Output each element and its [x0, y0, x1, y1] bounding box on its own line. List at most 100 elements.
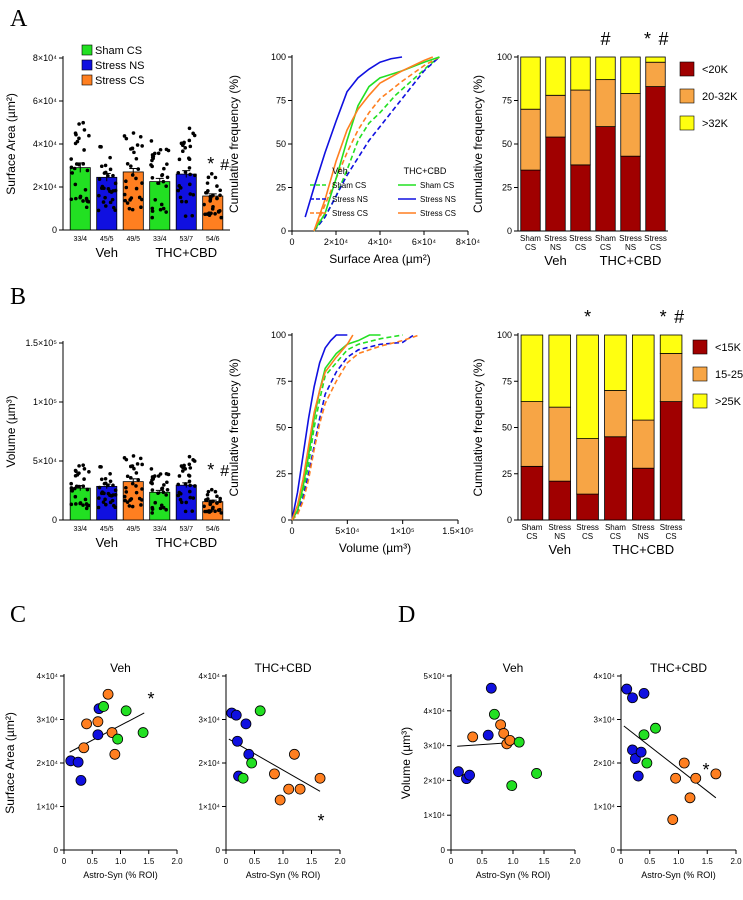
- A2-y-tick-label: 50: [276, 139, 286, 149]
- B3-stack-segment: [548, 406, 572, 482]
- B1-dot: [156, 491, 160, 495]
- A2-series-line: [313, 56, 434, 232]
- D1-point: [464, 769, 476, 781]
- D2-point: [667, 814, 679, 825]
- A1-dot: [132, 150, 136, 155]
- D2-point: [635, 746, 647, 758]
- A1-dot: [150, 215, 155, 220]
- B2-series-line: [291, 334, 420, 521]
- D2-point: [684, 792, 696, 804]
- A1-dot: [108, 200, 113, 205]
- D1-x-tick-label: 0.5: [476, 857, 488, 866]
- B2-y-tick-label: 75: [276, 376, 286, 386]
- A3-sig-mark: *: [644, 29, 651, 49]
- B2-y-tick-label: 0: [281, 515, 286, 525]
- B1-dot: [218, 499, 222, 504]
- B1-dot: [135, 462, 140, 466]
- A2-y-tick-label: 0: [281, 226, 286, 236]
- A1-bar: [149, 181, 171, 231]
- B1-dot: [124, 490, 129, 494]
- A2-series-line: [313, 56, 440, 232]
- B1-dot: [206, 489, 211, 494]
- A2-x-tick-label: 6×10⁴: [412, 237, 436, 247]
- B1-dot: [177, 474, 182, 478]
- A3-cat-label: NS: [625, 243, 636, 252]
- D1-point: [453, 766, 464, 778]
- A3-stack-segment: [570, 164, 591, 232]
- C2-point: [269, 768, 280, 780]
- A3-stack-segment: [520, 56, 541, 110]
- D2-point: [621, 683, 633, 695]
- A1-dot: [128, 147, 133, 151]
- C2-x-tick-label: 0: [224, 857, 229, 866]
- B1-dot: [108, 472, 112, 476]
- A1-dot: [162, 166, 166, 171]
- B3-stack-segment: [604, 334, 627, 391]
- B1-dot: [215, 494, 219, 499]
- A3-stack-segment: [570, 89, 591, 166]
- A1-dot: [156, 151, 161, 156]
- A3-legend-swatch: [679, 61, 695, 77]
- A2-x-tick-label: 8×10⁴: [456, 237, 480, 247]
- A1-y-tick-label: 8×10⁴: [33, 53, 57, 63]
- B1-dot: [122, 494, 127, 499]
- C1-point: [92, 716, 104, 728]
- A2-legend-title: Veh: [332, 166, 348, 176]
- A1-dot: [134, 156, 139, 161]
- B1-dot: [130, 504, 135, 509]
- A1-dot: [140, 181, 144, 185]
- C1-x-tick-label: 0.5: [87, 857, 99, 866]
- B1-dot: [152, 474, 157, 478]
- B1-dot: [188, 483, 192, 488]
- A1-dot: [184, 199, 189, 204]
- B1-n-label: 45/5: [100, 526, 114, 533]
- D2-sig-star: *: [702, 760, 709, 780]
- A1-dot: [130, 173, 135, 177]
- C1-title: Veh: [110, 661, 131, 675]
- B1-dot: [219, 511, 224, 515]
- D1-y-tick-label: 4×10⁴: [424, 707, 446, 716]
- panel-label-c: C: [10, 602, 26, 628]
- A3-y-tick-label: 25: [502, 183, 512, 193]
- B2-x-tick-label: 1×10⁵: [391, 526, 415, 536]
- A3-cat-label: NS: [550, 243, 561, 252]
- A1-dot: [202, 202, 206, 207]
- A1-dot: [161, 179, 166, 184]
- B1-dot: [113, 488, 118, 492]
- D1-point: [531, 768, 542, 779]
- A1-dot: [129, 164, 133, 168]
- A1-dot: [85, 199, 90, 204]
- A1-sig-hash: #: [220, 157, 229, 174]
- B1-dot: [165, 487, 170, 492]
- C2-y-tick-label: 1×10⁴: [199, 803, 221, 812]
- B1-dot: [74, 502, 78, 506]
- A1-dot: [139, 205, 143, 210]
- C2-point: [288, 748, 300, 760]
- A2-legend-label: Stress CS: [332, 209, 368, 218]
- A2-x-label: Surface Area (µm²): [329, 252, 431, 266]
- B1-dot: [161, 505, 166, 510]
- B2-x-tick-label: 5×10⁴: [335, 526, 359, 536]
- A3-cat-label: Sham: [520, 234, 541, 243]
- B1-dot: [103, 502, 108, 507]
- A1-dot: [152, 151, 157, 156]
- A1-dot: [164, 210, 168, 214]
- A1-dot: [150, 206, 155, 211]
- B1-dot: [181, 464, 186, 468]
- A3-stack-segment: [645, 61, 666, 87]
- A1-dot: [218, 188, 223, 193]
- B1-n-label: 54/6: [206, 526, 220, 533]
- B1-y-tick-label: 0: [52, 515, 57, 525]
- B1-dot: [187, 454, 192, 459]
- B3-legend-label: 15-25K: [715, 369, 743, 381]
- B1-dot: [111, 483, 115, 488]
- A1-dot: [161, 206, 166, 211]
- A1-n-label: 49/5: [126, 236, 140, 243]
- A1-dot: [177, 157, 182, 162]
- A1-dot: [191, 192, 196, 197]
- C1-point: [102, 688, 114, 700]
- B1-dot: [164, 507, 168, 512]
- A3-stack-segment: [545, 94, 566, 138]
- B1-dot: [103, 476, 108, 481]
- B1-dot: [123, 498, 127, 503]
